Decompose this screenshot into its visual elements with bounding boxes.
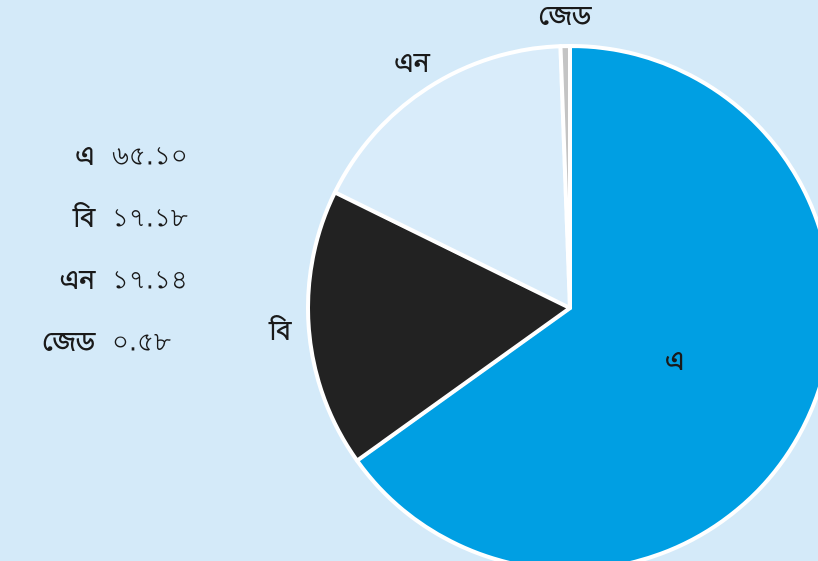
pie-slice [355, 44, 818, 561]
legend-value: ৬৫.১০ [112, 142, 188, 172]
pie-slice [332, 44, 572, 310]
slice-label: জেড [538, 2, 592, 32]
legend-label: জেড [42, 328, 96, 358]
slice-label: এন [394, 48, 431, 78]
legend-value: ০.৫৮ [112, 328, 171, 358]
pie-slice [306, 190, 572, 463]
legend-label: এ [75, 142, 95, 172]
slice-label: এ [665, 346, 685, 376]
slice-label: বি [268, 314, 292, 346]
pie-slice [558, 44, 572, 310]
legend-value: ১৭.১৮ [112, 204, 188, 234]
legend-label: বি [72, 202, 96, 234]
legend-value: ১৭.১৪ [112, 266, 188, 296]
legend-label: এন [60, 266, 97, 296]
